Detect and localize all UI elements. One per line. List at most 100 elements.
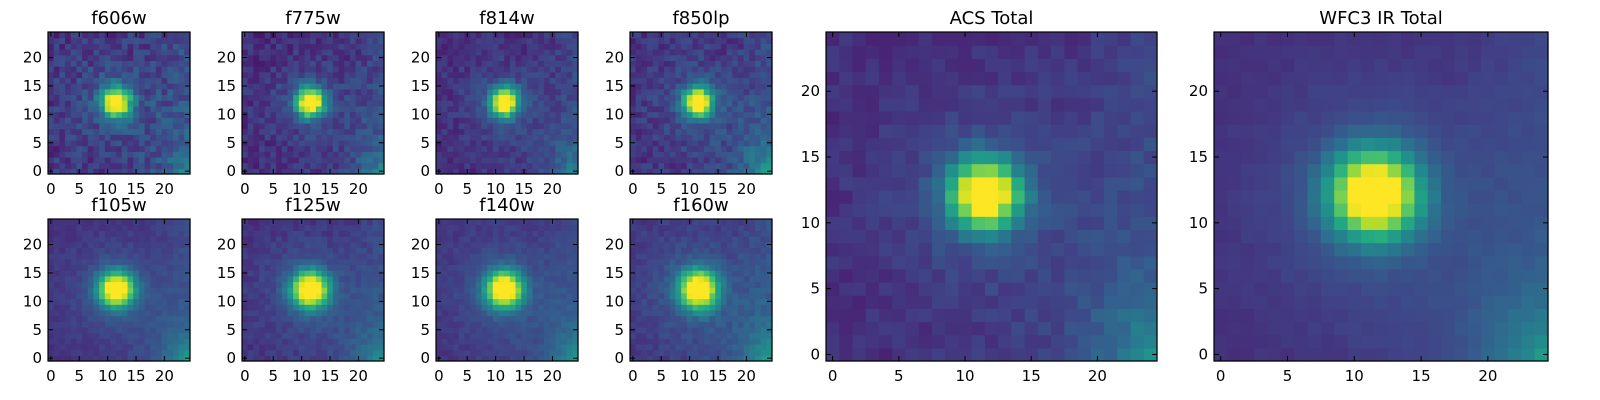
- heatmap-cell: [378, 151, 385, 158]
- heatmap-cell: [447, 281, 454, 288]
- heatmap-cell: [344, 270, 351, 277]
- heatmap-cell: [247, 54, 254, 61]
- heatmap-cell: [498, 281, 505, 288]
- heatmap-cell: [99, 258, 106, 266]
- heatmap-cell: [127, 349, 134, 356]
- heatmap-cell: [698, 298, 705, 305]
- heatmap-cell: [366, 43, 374, 50]
- heatmap-cell: [355, 326, 362, 334]
- heatmap-cell: [150, 332, 157, 339]
- heatmap-cell: [87, 247, 95, 254]
- heatmap-cell: [167, 88, 174, 96]
- heatmap-cell: [247, 156, 254, 164]
- heatmap-cell: [53, 145, 60, 152]
- heatmap-cell: [76, 128, 83, 135]
- heatmap-cell: [664, 88, 671, 96]
- heatmap-cell: [150, 224, 157, 231]
- heatmap-cell: [65, 60, 72, 67]
- heatmap-cell: [475, 230, 483, 237]
- heatmap-cell: [133, 264, 140, 271]
- heatmap-cell: [361, 298, 368, 305]
- heatmap-cell: [315, 134, 323, 141]
- heatmap-cell: [481, 309, 488, 317]
- heatmap-cell: [155, 122, 163, 130]
- heatmap-cell: [664, 139, 671, 147]
- heatmap-cell: [355, 105, 362, 113]
- heatmap-cell: [675, 298, 682, 305]
- heatmap-cell: [70, 253, 77, 260]
- heatmap-cell: [498, 88, 505, 96]
- heatmap-cell: [470, 105, 477, 113]
- heatmap-cell: [172, 151, 180, 158]
- heatmap-cell: [743, 37, 750, 44]
- heatmap-cell: [681, 355, 688, 362]
- heatmap-cell: [93, 247, 100, 254]
- heatmap-cell: [99, 236, 106, 243]
- heatmap-cell: [247, 326, 254, 334]
- heatmap-cell: [560, 139, 568, 147]
- heatmap-cell: [276, 241, 283, 248]
- heatmap-cell: [538, 162, 545, 169]
- heatmap-cell: [481, 94, 488, 101]
- heatmap-cell: [150, 343, 157, 351]
- heatmap-cell: [298, 236, 306, 243]
- heatmap-cell: [76, 241, 83, 248]
- heatmap-cell: [458, 122, 465, 130]
- heatmap-cell: [447, 304, 454, 311]
- heatmap-cell: [543, 60, 551, 67]
- heatmap-cell: [270, 49, 277, 56]
- heatmap-cell: [521, 111, 528, 118]
- heatmap-cell: [566, 349, 573, 356]
- heatmap-cell: [555, 247, 562, 254]
- heatmap-cell: [82, 168, 89, 175]
- heatmap-cell: [458, 54, 465, 61]
- heatmap-cell: [509, 151, 517, 158]
- heatmap-cell: [720, 49, 728, 56]
- heatmap-cell: [538, 32, 545, 39]
- heatmap-cell: [664, 111, 671, 118]
- heatmap-cell: [276, 326, 283, 334]
- heatmap-cell: [669, 349, 677, 356]
- heatmap-cell: [715, 83, 722, 90]
- heatmap-cell: [635, 43, 642, 50]
- heatmap-cell: [293, 94, 300, 101]
- heatmap-cell: [664, 145, 671, 152]
- heatmap-cell: [681, 343, 688, 351]
- heatmap-cell: [703, 321, 711, 328]
- heatmap-cell: [470, 292, 477, 300]
- heatmap-cell: [436, 66, 443, 73]
- heatmap-cell: [487, 275, 494, 283]
- heatmap-cell: [372, 122, 379, 130]
- heatmap-cell: [99, 247, 106, 254]
- heatmap-cell: [555, 151, 562, 158]
- heatmap-cell: [647, 49, 654, 56]
- heatmap-cell: [332, 292, 340, 300]
- heatmap-cell: [178, 139, 185, 147]
- heatmap-cell: [99, 321, 106, 328]
- heatmap-cell: [681, 338, 688, 345]
- heatmap-cell: [526, 224, 534, 231]
- heatmap-cell: [464, 326, 471, 334]
- heatmap-cell: [242, 332, 249, 339]
- heatmap-cell: [703, 94, 711, 101]
- heatmap-cell: [366, 156, 374, 164]
- heatmap-cell: [48, 100, 55, 107]
- heatmap-cell: [658, 332, 665, 339]
- heatmap-cell: [144, 88, 151, 96]
- heatmap-cell: [155, 321, 163, 328]
- heatmap-cell: [543, 258, 551, 266]
- heatmap-cell: [116, 156, 123, 164]
- heatmap-cell: [686, 83, 694, 90]
- heatmap-cell: [349, 54, 357, 61]
- heatmap-cell: [441, 253, 448, 260]
- heatmap-cell: [703, 338, 711, 345]
- heatmap-cell: [116, 49, 123, 56]
- heatmap-cell: [681, 349, 688, 356]
- heatmap-cell: [526, 94, 534, 101]
- heatmap-cell: [709, 355, 716, 362]
- heatmap-cell: [464, 77, 471, 84]
- heatmap-cell: [549, 230, 556, 237]
- heatmap-cell: [464, 151, 471, 158]
- x-tick-label: 15: [320, 180, 339, 198]
- heatmap-cell: [515, 321, 522, 328]
